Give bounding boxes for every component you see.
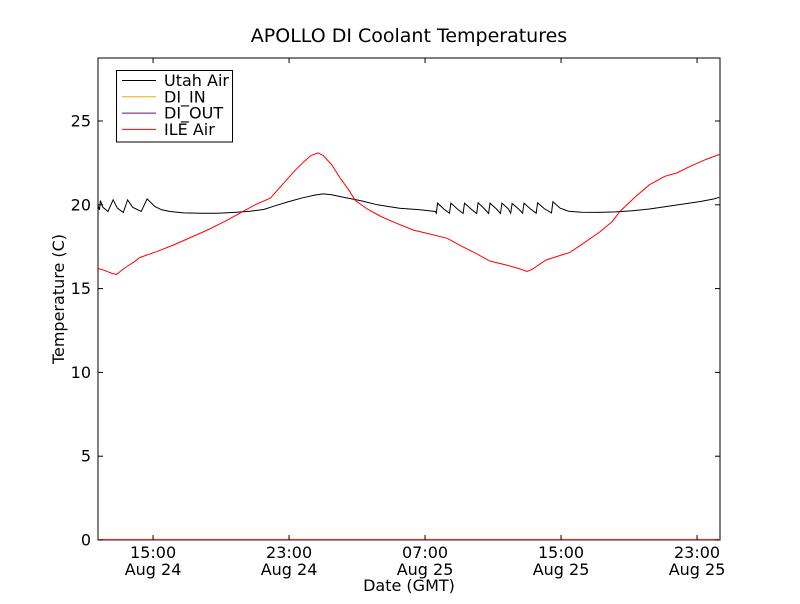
x-tick-label-time: 15:00 — [538, 543, 584, 562]
series-line-utah-air — [97, 193, 720, 215]
series-group — [97, 152, 720, 541]
legend-box — [116, 70, 233, 143]
x-tick-label-date: Aug 25 — [669, 560, 726, 579]
x-tick-label-date: Aug 24 — [261, 560, 318, 579]
y-tick-label: 25 — [71, 112, 91, 131]
x-tick-label-date: Aug 24 — [125, 560, 182, 579]
x-tick-label-date: Aug 25 — [533, 560, 590, 579]
x-tick-label-date: Aug 25 — [397, 560, 454, 579]
y-axis-label: Temperature (C) — [49, 234, 68, 365]
x-tick-label-time: 15:00 — [130, 543, 176, 562]
y-tick-label: 0 — [81, 531, 91, 550]
tick-group — [98, 58, 720, 541]
x-tick-label-time: 23:00 — [674, 543, 720, 562]
legend-label-utah-air: Utah Air — [164, 71, 229, 90]
chart-title: APOLLO DI Coolant Temperatures — [251, 25, 567, 47]
y-tick-label: 15 — [71, 279, 91, 298]
y-tick-label: 10 — [71, 363, 91, 382]
legend-label-di-out: DI_OUT — [164, 104, 223, 124]
legend-label-di-in: DI_IN — [164, 87, 206, 107]
x-tick-label-time: 07:00 — [402, 543, 448, 562]
series-line-ile-air — [97, 152, 720, 275]
x-axis-label: Date (GMT) — [363, 576, 455, 595]
x-tick-label-time: 23:00 — [266, 543, 312, 562]
legend-label-ile-air: ILE Air — [164, 120, 215, 139]
y-tick-label: 20 — [71, 195, 91, 214]
y-tick-label: 5 — [81, 447, 91, 466]
